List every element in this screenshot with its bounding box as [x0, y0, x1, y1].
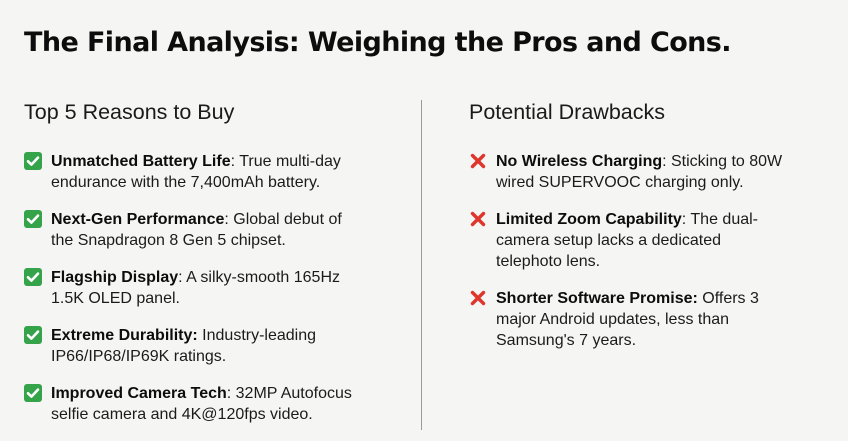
- item-text: Unmatched Battery Life: True multi-day en…: [51, 151, 341, 193]
- item-text: Flagship Display: A silky-smooth 165Hz 1.…: [51, 267, 340, 309]
- item-title: Unmatched Battery Life: [51, 153, 231, 170]
- item-text: No Wireless Charging: Sticking to 80W wir…: [496, 151, 782, 193]
- item-title: No Wireless Charging: [496, 153, 663, 170]
- item-separator: :: [681, 211, 691, 228]
- item-text: Shorter Software Promise: Offers 3 major …: [496, 288, 759, 351]
- item-description-line: Global debut of: [233, 211, 342, 228]
- pro-item: Flagship Display: A silky-smooth 165Hz 1.…: [24, 267, 404, 309]
- item-separator: :: [230, 153, 240, 170]
- cross-icon: [469, 210, 487, 228]
- con-item: No Wireless Charging: Sticking to 80W wir…: [469, 151, 829, 193]
- item-description-line: Industry-leading: [202, 327, 317, 344]
- item-description-line: endurance with the 7,400mAh battery.: [51, 174, 321, 191]
- cons-column: Potential Drawbacks No Wireless Charging…: [469, 100, 829, 367]
- item-title: Flagship Display: [51, 269, 179, 286]
- item-description-line: camera setup lacks a dedicated: [496, 232, 722, 249]
- pro-item: Extreme Durability: Industry-leading IP66…: [24, 325, 404, 367]
- item-title: Limited Zoom Capability: [496, 211, 682, 228]
- item-description-line: The dual-: [690, 211, 758, 228]
- item-description-line: A silky-smooth 165Hz: [186, 269, 340, 286]
- item-separator: :: [178, 269, 187, 286]
- pros-list: Unmatched Battery Life: True multi-day en…: [24, 151, 404, 425]
- con-item: Limited Zoom Capability: The dual-camera…: [469, 209, 829, 272]
- item-description-line: IP66/IP68/IP69K ratings.: [51, 348, 227, 365]
- pros-column: Top 5 Reasons to Buy Unmatched Battery L…: [24, 100, 404, 441]
- cross-icon: [469, 152, 487, 170]
- item-description-line: Offers 3: [702, 290, 759, 307]
- item-description-line: Samsung's 7 years.: [496, 332, 637, 349]
- item-separator: :: [662, 153, 671, 170]
- item-description-line: major Android updates, less than: [496, 311, 730, 328]
- item-text: Improved Camera Tech: 32MP Autofocus self…: [51, 383, 352, 425]
- pro-item: Next-Gen Performance: Global debut of the…: [24, 209, 404, 251]
- item-description-line: Sticking to 80W: [671, 153, 783, 170]
- item-separator: :: [226, 385, 236, 402]
- con-item: Shorter Software Promise: Offers 3 major …: [469, 288, 829, 351]
- pros-heading: Top 5 Reasons to Buy: [24, 100, 235, 124]
- item-separator: :: [224, 211, 234, 228]
- item-text: Next-Gen Performance: Global debut of the…: [51, 209, 342, 251]
- check-icon: [24, 384, 42, 402]
- pro-item: Improved Camera Tech: 32MP Autofocus self…: [24, 383, 404, 425]
- cross-icon: [469, 289, 487, 307]
- check-icon: [24, 210, 42, 228]
- item-description-line: the Snapdragon 8 Gen 5 chipset.: [51, 232, 286, 249]
- item-description-line: wired SUPERVOOC charging only.: [496, 174, 744, 191]
- column-divider: [421, 100, 422, 430]
- item-description-line: 32MP Autofocus: [235, 385, 352, 402]
- pro-item: Unmatched Battery Life: True multi-day en…: [24, 151, 404, 193]
- item-text: Limited Zoom Capability: The dual-camera…: [496, 209, 758, 272]
- check-icon: [24, 326, 42, 344]
- item-title: Extreme Durability:: [51, 327, 198, 344]
- cons-list: No Wireless Charging: Sticking to 80W wir…: [469, 151, 829, 351]
- item-text: Extreme Durability: Industry-leading IP66…: [51, 325, 316, 367]
- check-icon: [24, 152, 42, 170]
- item-title: Next-Gen Performance: [51, 211, 225, 228]
- page-title: The Final Analysis: Weighing the Pros an…: [24, 27, 732, 58]
- item-title: Improved Camera Tech: [51, 385, 227, 402]
- check-icon: [24, 268, 42, 286]
- item-description-line: 1.5K OLED panel.: [51, 290, 180, 307]
- item-description-line: telephoto lens.: [496, 253, 601, 270]
- item-title: Shorter Software Promise:: [496, 290, 698, 307]
- item-description-line: True multi-day: [239, 153, 341, 170]
- cons-heading: Potential Drawbacks: [469, 100, 665, 124]
- item-description-line: selfie camera and 4K@120fps video.: [51, 406, 313, 423]
